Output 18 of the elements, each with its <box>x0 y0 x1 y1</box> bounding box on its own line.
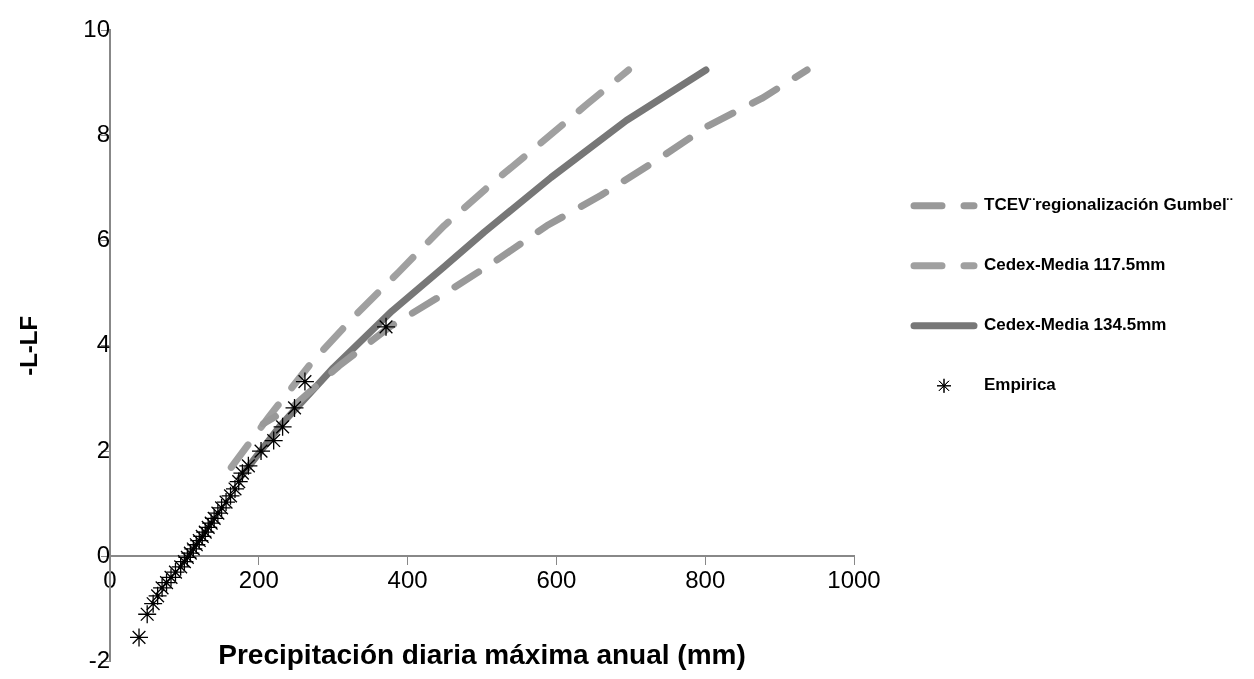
y-tick-label: 8 <box>96 119 110 147</box>
y-tick-label: -2 <box>88 646 110 674</box>
x-tick-label: 600 <box>536 566 577 594</box>
x-tick-label: 800 <box>685 566 726 594</box>
y-tick-label: 10 <box>83 14 110 42</box>
legend-label: TCEV¨regionalización Gumbel¨ <box>984 195 1233 215</box>
legend-label: Cedex-Media 117.5mm <box>984 255 1166 275</box>
legend-label: Cedex-Media 134.5mm <box>984 315 1167 335</box>
x-tick-label: 400 <box>387 566 428 594</box>
y-tick-label: 2 <box>96 435 110 463</box>
y-tick-label: 4 <box>96 330 110 358</box>
y-tick-label: 0 <box>96 540 110 568</box>
legend-label: Empirica <box>984 375 1057 395</box>
x-tick-label: 1000 <box>827 566 881 594</box>
x-axis-title: Precipitación diaria máxima anual (mm) <box>218 638 746 670</box>
x-tick-label: 200 <box>238 566 279 594</box>
y-axis-title: -L-LF <box>14 315 42 376</box>
y-tick-label: 6 <box>96 225 110 253</box>
